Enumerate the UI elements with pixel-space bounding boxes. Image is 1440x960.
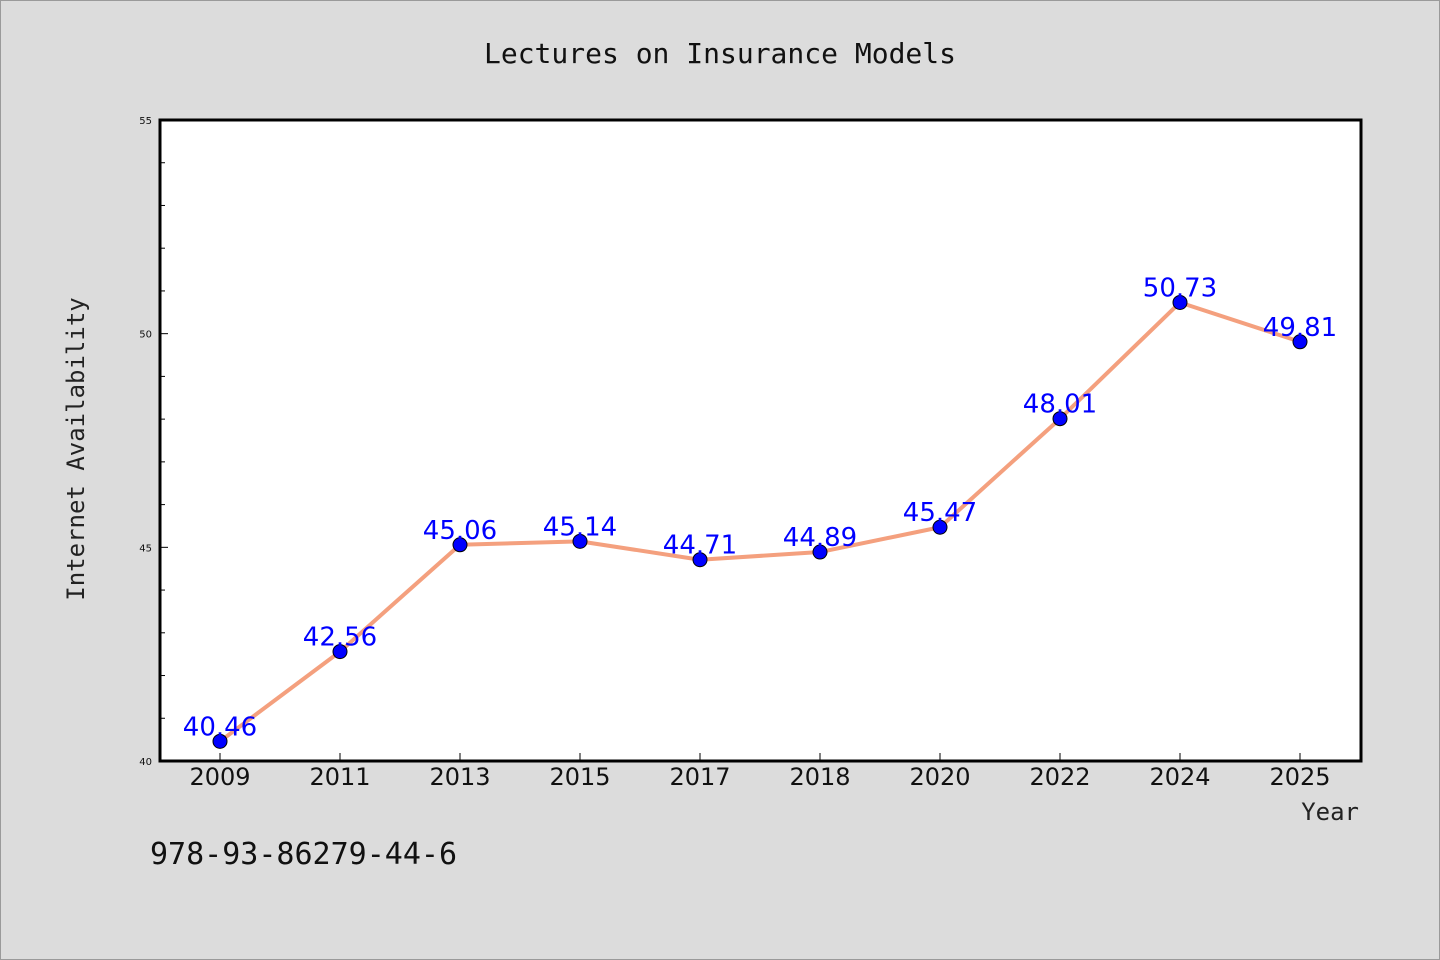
data-point [1172, 294, 1188, 310]
y-axis: 40 45 50 55 [139, 116, 168, 768]
x-tick-label: 2011 [309, 763, 370, 791]
data-point [1292, 334, 1308, 350]
x-tick-label: 2020 [909, 763, 970, 791]
data-label: 49.81 [1263, 313, 1337, 343]
x-tick-label: 2009 [189, 763, 250, 791]
isbn-text: 978-93-86279-44-6 [150, 837, 457, 872]
x-tick-label: 2015 [549, 763, 610, 791]
y-tick-label: 40 [139, 757, 152, 768]
data-point [452, 537, 468, 553]
data-label: 50.73 [1143, 273, 1217, 303]
x-axis: 2009 2011 2013 2015 2017 2018 2020 2022 2024 2025 [189, 753, 1331, 791]
data-label: 45.14 [543, 512, 617, 542]
data-point [212, 733, 228, 749]
data-point [932, 519, 948, 535]
x-axis-label: Year [1301, 798, 1359, 826]
data-label: 44.71 [663, 531, 737, 561]
x-tick-label: 2025 [1269, 763, 1330, 791]
y-tick-label: 55 [139, 116, 152, 127]
data-point [1052, 411, 1068, 427]
x-tick-label: 2024 [1149, 763, 1210, 791]
y-axis-label: Internet Availability [62, 297, 90, 600]
chart-title: Lectures on Insurance Models [484, 37, 956, 70]
data-label: 45.06 [423, 516, 497, 546]
data-label: 48.01 [1023, 390, 1097, 420]
x-tick-label: 2013 [429, 763, 490, 791]
data-point [572, 533, 588, 549]
data-label: 45.47 [903, 498, 977, 528]
plot-area [158, 118, 1363, 763]
data-label: 40.46 [183, 712, 257, 742]
data-point [692, 552, 708, 568]
series-layer: 40.46 42.56 45.06 45.14 44.71 44.89 45.47 48.01… [183, 273, 1337, 749]
data-label: 44.89 [783, 523, 857, 553]
x-tick-label: 2018 [789, 763, 850, 791]
y-tick-label: 50 [139, 330, 152, 341]
data-point [332, 644, 348, 660]
data-point [812, 544, 828, 560]
y-tick-label: 45 [139, 543, 152, 554]
data-label: 42.56 [303, 623, 377, 653]
series-line [218, 300, 1301, 743]
x-tick-label: 2022 [1029, 763, 1090, 791]
x-tick-label: 2017 [669, 763, 730, 791]
